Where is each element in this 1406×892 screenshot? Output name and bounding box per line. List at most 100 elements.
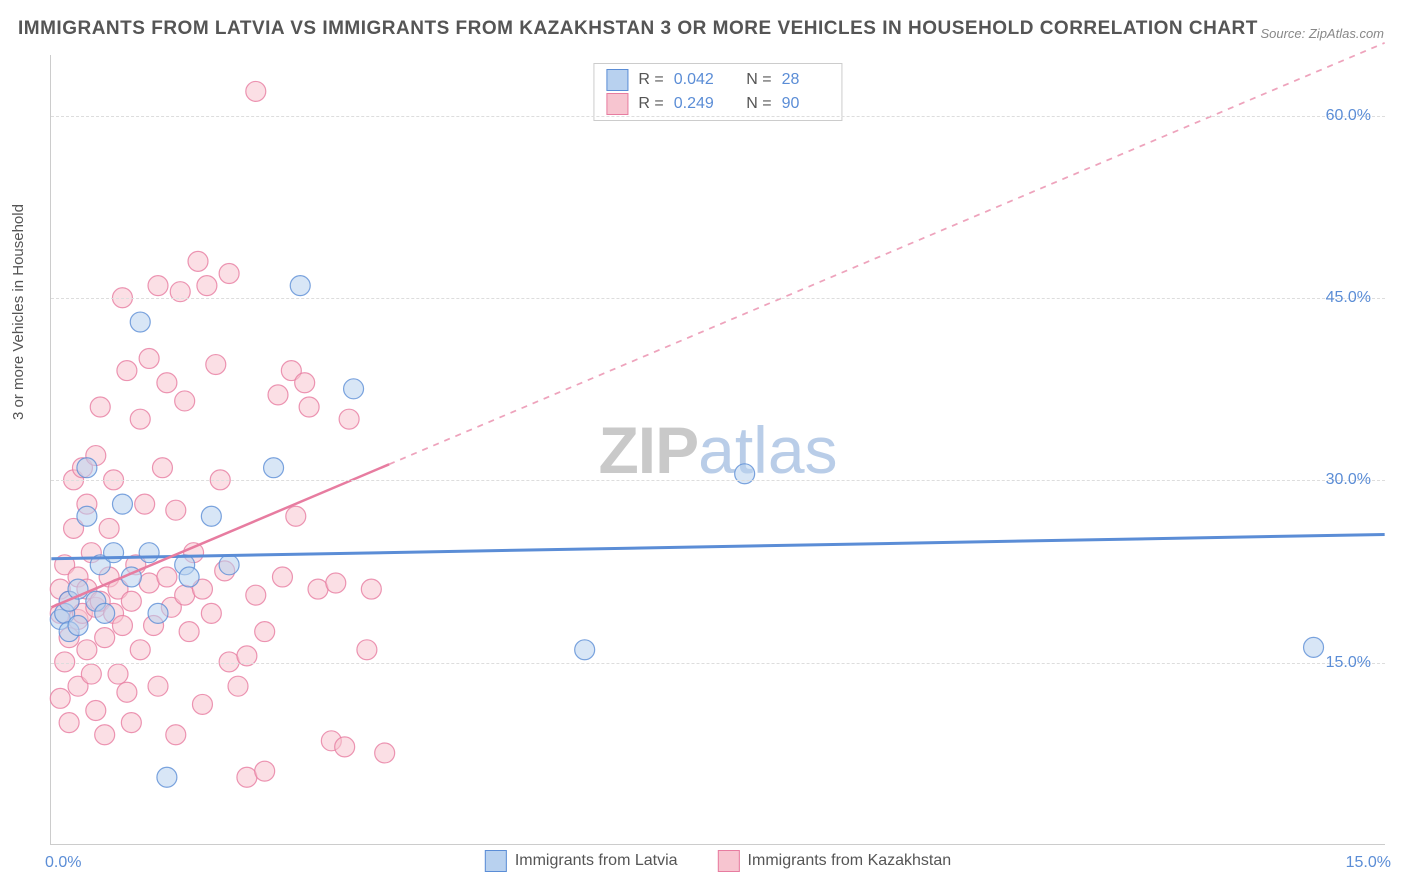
scatter-point xyxy=(201,603,221,623)
y-tick-label: 15.0% xyxy=(1326,654,1371,672)
scatter-point xyxy=(135,494,155,514)
x-tick-label: 0.0% xyxy=(45,854,81,872)
legend-item: Immigrants from Latvia xyxy=(485,850,678,872)
chart-plot-area: ZIPatlas R = 0.042 N = 28 R = 0.249 N = … xyxy=(50,55,1385,845)
scatter-point xyxy=(166,725,186,745)
scatter-point xyxy=(339,409,359,429)
scatter-point xyxy=(375,743,395,763)
y-axis-label: 3 or more Vehicles in Household xyxy=(10,204,27,420)
scatter-point xyxy=(139,573,159,593)
scatter-point xyxy=(219,555,239,575)
scatter-point xyxy=(326,573,346,593)
scatter-point xyxy=(130,409,150,429)
r-value: 0.042 xyxy=(674,68,722,92)
n-label: N = xyxy=(746,92,771,116)
n-value: 90 xyxy=(782,92,830,116)
legend-label: Immigrants from Latvia xyxy=(515,852,678,870)
scatter-point xyxy=(77,458,97,478)
x-tick-label: 15.0% xyxy=(1346,854,1391,872)
scatter-point xyxy=(95,725,115,745)
scatter-point xyxy=(335,737,355,757)
r-label: R = xyxy=(638,68,663,92)
swatch-icon xyxy=(485,850,507,872)
scatter-point xyxy=(344,379,364,399)
scatter-point xyxy=(192,694,212,714)
y-tick-label: 30.0% xyxy=(1326,471,1371,489)
scatter-point xyxy=(188,251,208,271)
scatter-point xyxy=(295,373,315,393)
scatter-point xyxy=(201,506,221,526)
scatter-point xyxy=(575,640,595,660)
scatter-point xyxy=(157,767,177,787)
scatter-point xyxy=(175,391,195,411)
scatter-point xyxy=(86,700,106,720)
scatter-point xyxy=(246,585,266,605)
scatter-point xyxy=(179,567,199,587)
scatter-point xyxy=(117,361,137,381)
scatter-point xyxy=(90,397,110,417)
scatter-point xyxy=(255,761,275,781)
scatter-point xyxy=(237,767,257,787)
scatter-point xyxy=(108,664,128,684)
scatter-point xyxy=(264,458,284,478)
scatter-point xyxy=(361,579,381,599)
r-value: 0.249 xyxy=(674,92,722,116)
scatter-point xyxy=(228,676,248,696)
scatter-point xyxy=(121,713,141,733)
scatter-point xyxy=(99,518,119,538)
scatter-point xyxy=(299,397,319,417)
trend-line xyxy=(51,534,1384,558)
y-tick-label: 60.0% xyxy=(1326,107,1371,125)
legend-item: Immigrants from Kazakhstan xyxy=(718,850,952,872)
scatter-point xyxy=(121,591,141,611)
scatter-point xyxy=(179,622,199,642)
r-label: R = xyxy=(638,92,663,116)
stats-row: R = 0.042 N = 28 xyxy=(606,68,829,92)
scatter-point xyxy=(130,312,150,332)
scatter-point xyxy=(157,567,177,587)
stats-legend-box: R = 0.042 N = 28 R = 0.249 N = 90 xyxy=(593,63,842,121)
scatter-point xyxy=(68,616,88,636)
y-tick-label: 45.0% xyxy=(1326,289,1371,307)
scatter-point xyxy=(206,355,226,375)
scatter-point xyxy=(104,543,124,563)
scatter-point xyxy=(130,640,150,660)
scatter-point xyxy=(95,628,115,648)
stats-row: R = 0.249 N = 90 xyxy=(606,92,829,116)
chart-title: IMMIGRANTS FROM LATVIA VS IMMIGRANTS FRO… xyxy=(18,18,1258,40)
scatter-point xyxy=(59,713,79,733)
n-value: 28 xyxy=(782,68,830,92)
scatter-svg xyxy=(51,55,1385,844)
scatter-point xyxy=(219,264,239,284)
scatter-point xyxy=(148,276,168,296)
scatter-point xyxy=(81,664,101,684)
swatch-icon xyxy=(718,850,740,872)
scatter-point xyxy=(148,603,168,623)
scatter-point xyxy=(77,640,97,660)
scatter-point xyxy=(246,81,266,101)
scatter-point xyxy=(197,276,217,296)
scatter-point xyxy=(357,640,377,660)
scatter-point xyxy=(95,603,115,623)
legend-label: Immigrants from Kazakhstan xyxy=(748,852,952,870)
scatter-point xyxy=(112,616,132,636)
scatter-point xyxy=(1304,637,1324,657)
n-label: N = xyxy=(746,68,771,92)
scatter-point xyxy=(255,622,275,642)
scatter-point xyxy=(166,500,186,520)
scatter-point xyxy=(117,682,137,702)
scatter-point xyxy=(152,458,172,478)
scatter-point xyxy=(308,579,328,599)
trend-line-extrapolated xyxy=(389,43,1385,464)
scatter-point xyxy=(77,506,97,526)
scatter-point xyxy=(290,276,310,296)
scatter-point xyxy=(175,585,195,605)
swatch-icon xyxy=(606,69,628,91)
scatter-point xyxy=(148,676,168,696)
scatter-point xyxy=(268,385,288,405)
scatter-point xyxy=(50,688,70,708)
scatter-point xyxy=(286,506,306,526)
series-legend: Immigrants from Latvia Immigrants from K… xyxy=(485,850,951,872)
source-attribution: Source: ZipAtlas.com xyxy=(1260,26,1384,41)
scatter-point xyxy=(139,348,159,368)
